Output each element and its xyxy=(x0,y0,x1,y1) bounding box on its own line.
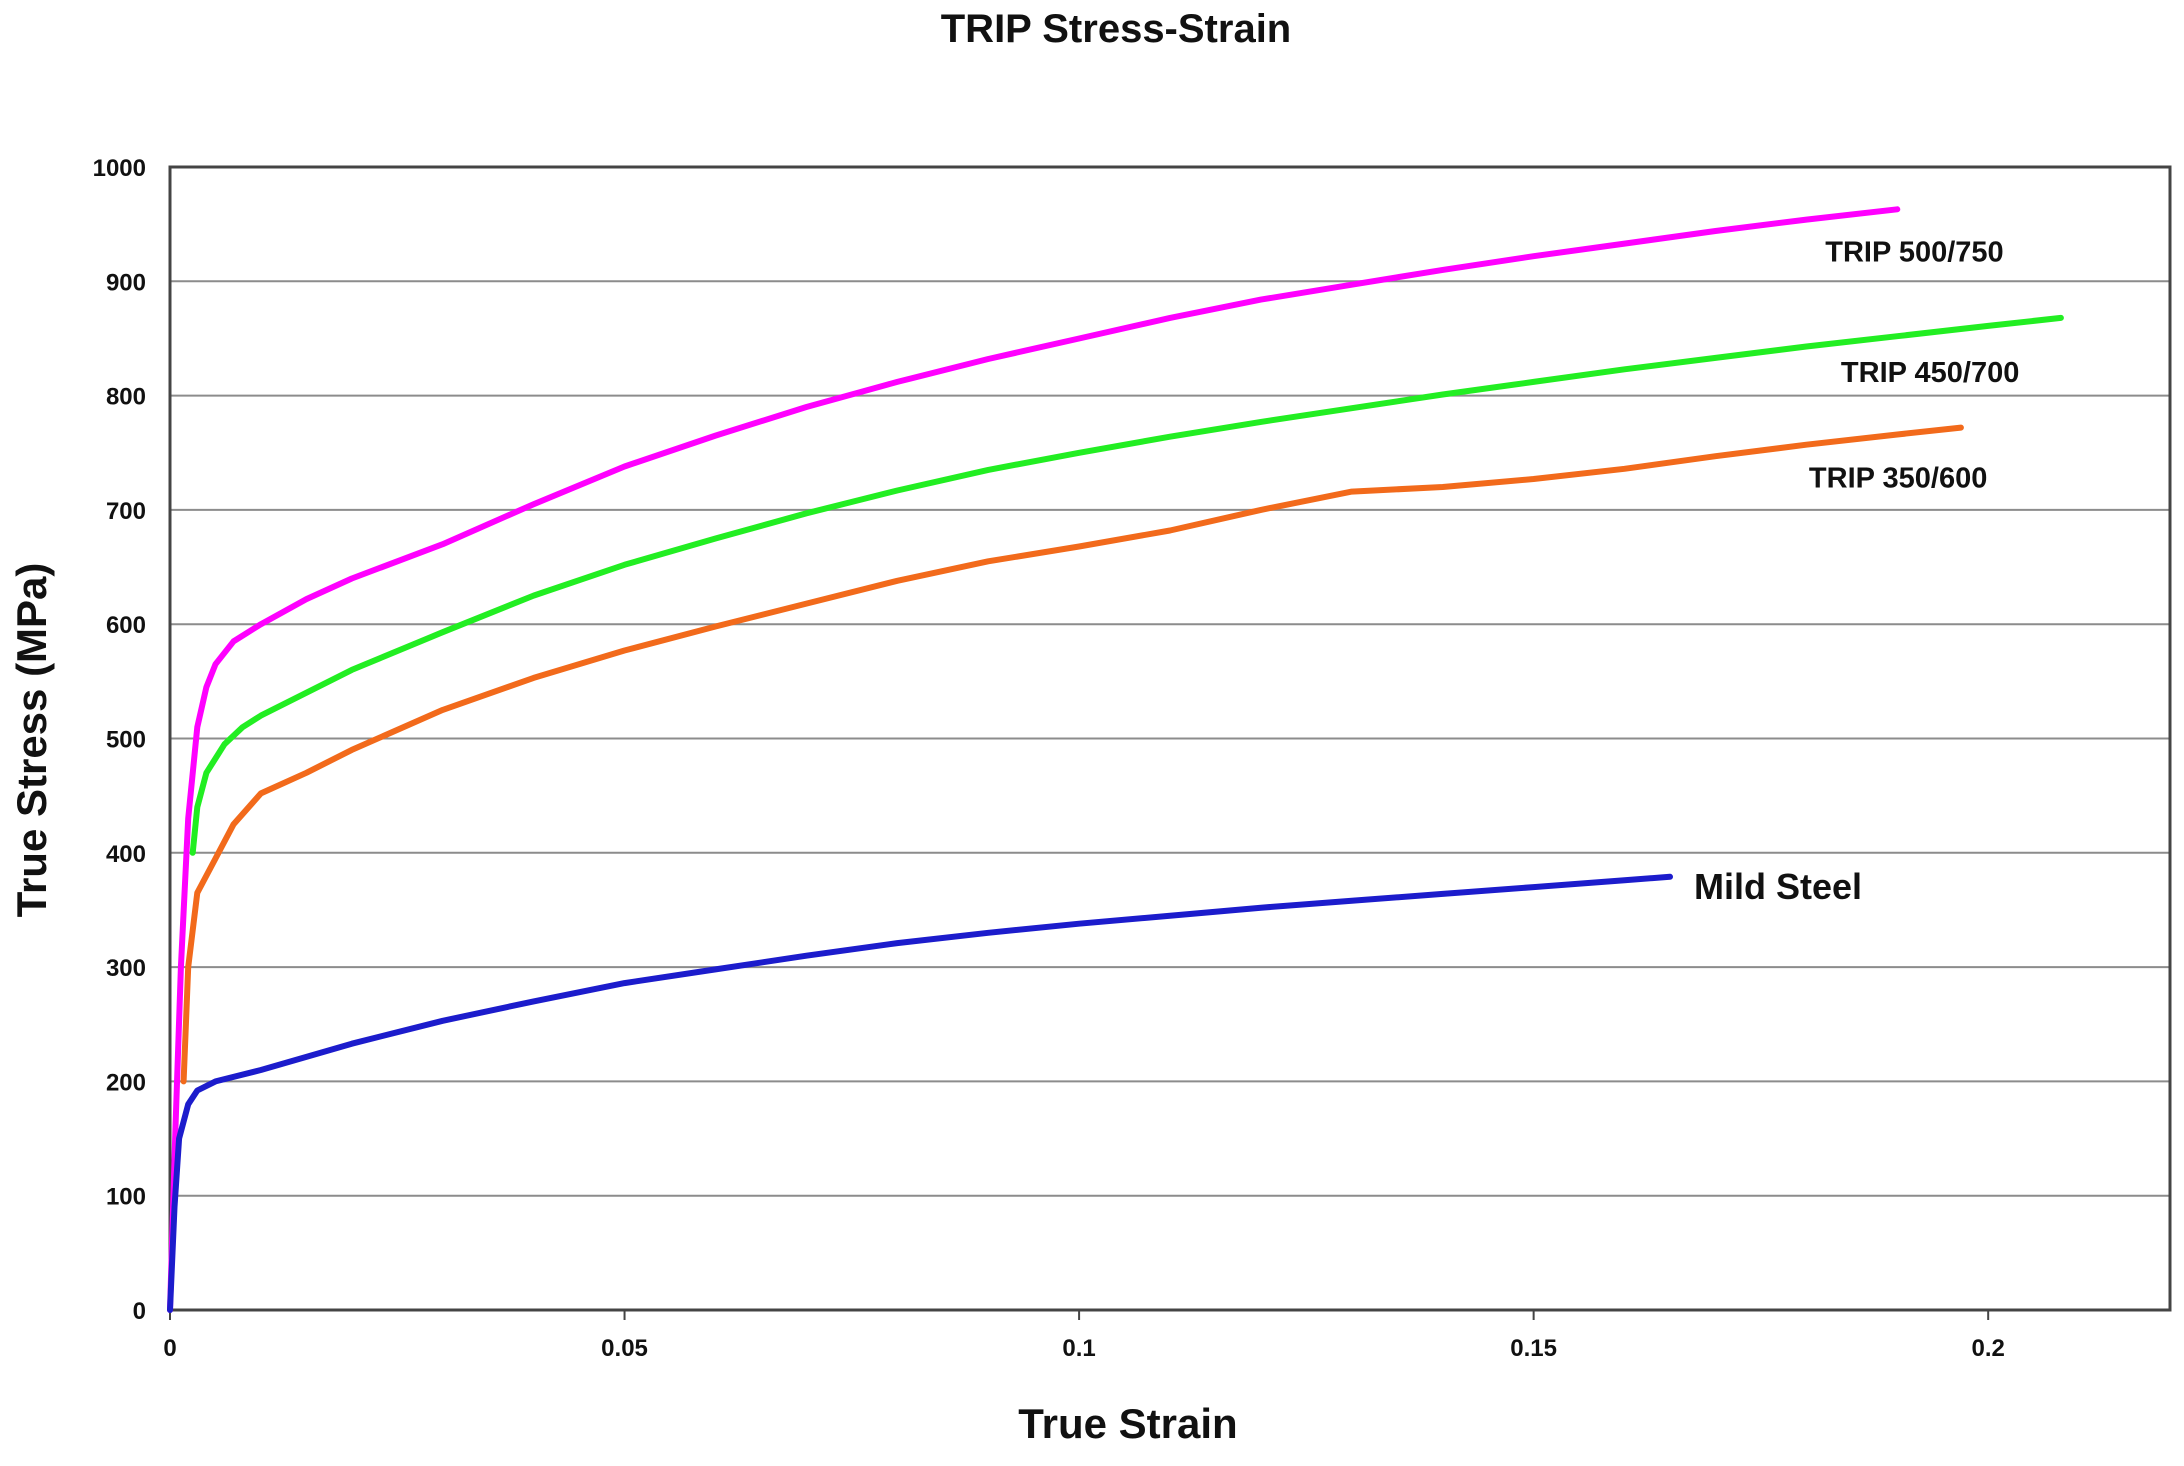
y-axis-label: True Stress (MPa) xyxy=(8,563,55,918)
y-tick-label: 400 xyxy=(106,841,146,868)
y-tick-label: 500 xyxy=(106,727,146,754)
x-axis-ticks: 0 0.05 0.1 0.15 0.2 xyxy=(163,1310,2005,1362)
series-line-trip-350-600 xyxy=(180,424,1964,1085)
y-tick-label: 800 xyxy=(106,384,146,411)
series-label-trip-350-600: TRIP 350/600 xyxy=(1809,463,1987,495)
series-line-trip-450-700 xyxy=(189,314,2064,856)
y-tick-label: 600 xyxy=(106,612,146,639)
x-tick-label: 0.2 xyxy=(1971,1335,2004,1362)
series-line-trip-500-750 xyxy=(167,206,1901,1313)
y-tick-label: 700 xyxy=(106,498,146,525)
y-tick-label: 0 xyxy=(133,1298,146,1325)
series-labels: TRIP 500/750 TRIP 450/700 TRIP 350/600 Mild… xyxy=(1694,236,2019,907)
series-label-trip-450-700: TRIP 450/700 xyxy=(1841,357,2019,389)
x-axis-label: True Strain xyxy=(1018,1400,1237,1447)
plot-frame xyxy=(168,165,2172,1312)
series-label-trip-500-750: TRIP 500/750 xyxy=(1825,236,2003,268)
x-tick-label: 0.1 xyxy=(1062,1335,1095,1362)
x-tick-label: 0 xyxy=(163,1335,176,1362)
x-tick-label: 0.05 xyxy=(601,1335,648,1362)
series-line-mild-steel xyxy=(167,873,1673,1313)
x-tick-label: 0.15 xyxy=(1510,1335,1557,1362)
chart-title: TRIP Stress-Strain xyxy=(941,7,1292,51)
y-tick-label: 1000 xyxy=(93,155,146,182)
y-tick-label: 100 xyxy=(106,1184,146,1211)
y-tick-label: 300 xyxy=(106,955,146,982)
y-tick-label: 200 xyxy=(106,1069,146,1096)
series-lines xyxy=(167,206,2064,1313)
y-axis-ticks: 0 100 200 300 400 500 600 700 800 900 1000 xyxy=(93,155,146,1325)
series-label-mild-steel: Mild Steel xyxy=(1694,866,1862,907)
y-tick-label: 900 xyxy=(106,269,146,296)
